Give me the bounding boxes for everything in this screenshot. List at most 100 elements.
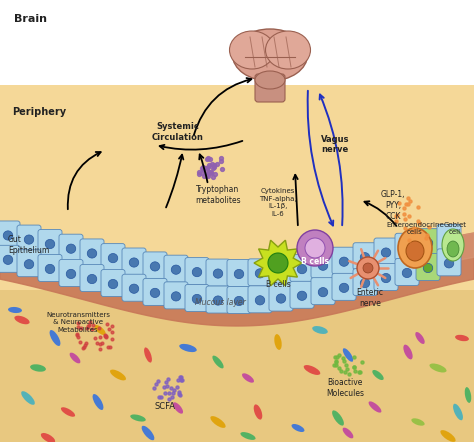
Ellipse shape (403, 345, 413, 359)
Ellipse shape (255, 71, 285, 89)
Ellipse shape (423, 263, 433, 273)
Ellipse shape (192, 267, 202, 277)
Ellipse shape (66, 269, 76, 278)
FancyBboxPatch shape (269, 284, 293, 311)
FancyBboxPatch shape (185, 285, 209, 312)
Ellipse shape (144, 347, 152, 362)
Ellipse shape (292, 424, 304, 432)
Ellipse shape (8, 307, 22, 313)
Polygon shape (0, 85, 474, 290)
Ellipse shape (171, 265, 181, 274)
FancyBboxPatch shape (227, 286, 251, 313)
Ellipse shape (110, 370, 126, 381)
FancyBboxPatch shape (59, 234, 83, 261)
Ellipse shape (108, 279, 118, 289)
Ellipse shape (234, 297, 244, 305)
Ellipse shape (444, 234, 454, 244)
Text: Gut
Epithelium: Gut Epithelium (8, 235, 49, 255)
Ellipse shape (66, 244, 76, 253)
FancyBboxPatch shape (143, 278, 167, 305)
Ellipse shape (447, 241, 459, 257)
Ellipse shape (142, 426, 155, 440)
Ellipse shape (129, 258, 139, 267)
FancyBboxPatch shape (38, 255, 62, 282)
Ellipse shape (240, 432, 255, 440)
Ellipse shape (415, 332, 425, 344)
Ellipse shape (14, 316, 29, 324)
Ellipse shape (192, 294, 202, 304)
FancyBboxPatch shape (17, 250, 41, 277)
FancyBboxPatch shape (143, 252, 167, 279)
FancyBboxPatch shape (164, 282, 188, 309)
Ellipse shape (61, 407, 75, 417)
Ellipse shape (173, 402, 183, 414)
FancyBboxPatch shape (80, 264, 104, 292)
Text: Periphery: Periphery (12, 107, 66, 117)
Ellipse shape (444, 259, 454, 268)
Ellipse shape (297, 291, 307, 301)
Ellipse shape (150, 288, 160, 297)
Ellipse shape (343, 348, 353, 362)
Circle shape (357, 257, 379, 279)
Ellipse shape (30, 364, 46, 372)
Ellipse shape (381, 274, 391, 283)
Text: B cells: B cells (301, 258, 329, 267)
FancyBboxPatch shape (0, 221, 20, 248)
Ellipse shape (339, 257, 349, 267)
Ellipse shape (210, 416, 226, 428)
Ellipse shape (304, 365, 320, 375)
FancyBboxPatch shape (311, 278, 335, 305)
Ellipse shape (41, 433, 55, 442)
FancyBboxPatch shape (395, 233, 419, 260)
FancyBboxPatch shape (185, 258, 209, 285)
FancyBboxPatch shape (437, 249, 461, 276)
Circle shape (305, 238, 325, 258)
Ellipse shape (343, 427, 354, 438)
FancyBboxPatch shape (80, 239, 104, 266)
Ellipse shape (255, 269, 265, 278)
Ellipse shape (440, 430, 456, 442)
Ellipse shape (233, 29, 308, 81)
Polygon shape (254, 240, 302, 286)
FancyBboxPatch shape (290, 281, 314, 308)
Text: Brain: Brain (14, 14, 47, 24)
Ellipse shape (212, 355, 224, 369)
Text: Tryptophan
metabolites: Tryptophan metabolites (195, 185, 241, 205)
Ellipse shape (332, 410, 344, 426)
Polygon shape (0, 233, 474, 326)
Polygon shape (0, 290, 474, 442)
FancyBboxPatch shape (248, 259, 272, 286)
Ellipse shape (312, 326, 328, 334)
FancyBboxPatch shape (374, 238, 398, 265)
Text: Bioactive
Molecules: Bioactive Molecules (326, 378, 364, 398)
Circle shape (363, 263, 373, 273)
Ellipse shape (339, 283, 349, 293)
FancyBboxPatch shape (101, 270, 125, 297)
Ellipse shape (213, 296, 223, 305)
Ellipse shape (465, 387, 471, 403)
Ellipse shape (254, 404, 262, 419)
Ellipse shape (242, 373, 254, 383)
FancyBboxPatch shape (269, 257, 293, 284)
Ellipse shape (318, 261, 328, 271)
Ellipse shape (87, 249, 97, 258)
FancyBboxPatch shape (311, 251, 335, 278)
Ellipse shape (276, 267, 286, 276)
Ellipse shape (411, 418, 425, 426)
Ellipse shape (45, 240, 55, 249)
Polygon shape (0, 0, 474, 100)
Circle shape (268, 253, 288, 273)
FancyBboxPatch shape (206, 259, 230, 286)
FancyBboxPatch shape (122, 274, 146, 301)
Polygon shape (0, 233, 474, 300)
Ellipse shape (50, 330, 60, 346)
FancyBboxPatch shape (395, 259, 419, 286)
Ellipse shape (369, 401, 382, 413)
Ellipse shape (92, 394, 103, 410)
Text: B cells: B cells (265, 280, 291, 289)
Text: Systemic
Circulation: Systemic Circulation (152, 122, 204, 142)
Ellipse shape (297, 264, 307, 274)
Text: SCFA: SCFA (155, 402, 175, 411)
Text: Cytokines
TNF-alpha,
IL-1β,
IL-6: Cytokines TNF-alpha, IL-1β, IL-6 (259, 188, 297, 217)
Ellipse shape (360, 278, 370, 288)
